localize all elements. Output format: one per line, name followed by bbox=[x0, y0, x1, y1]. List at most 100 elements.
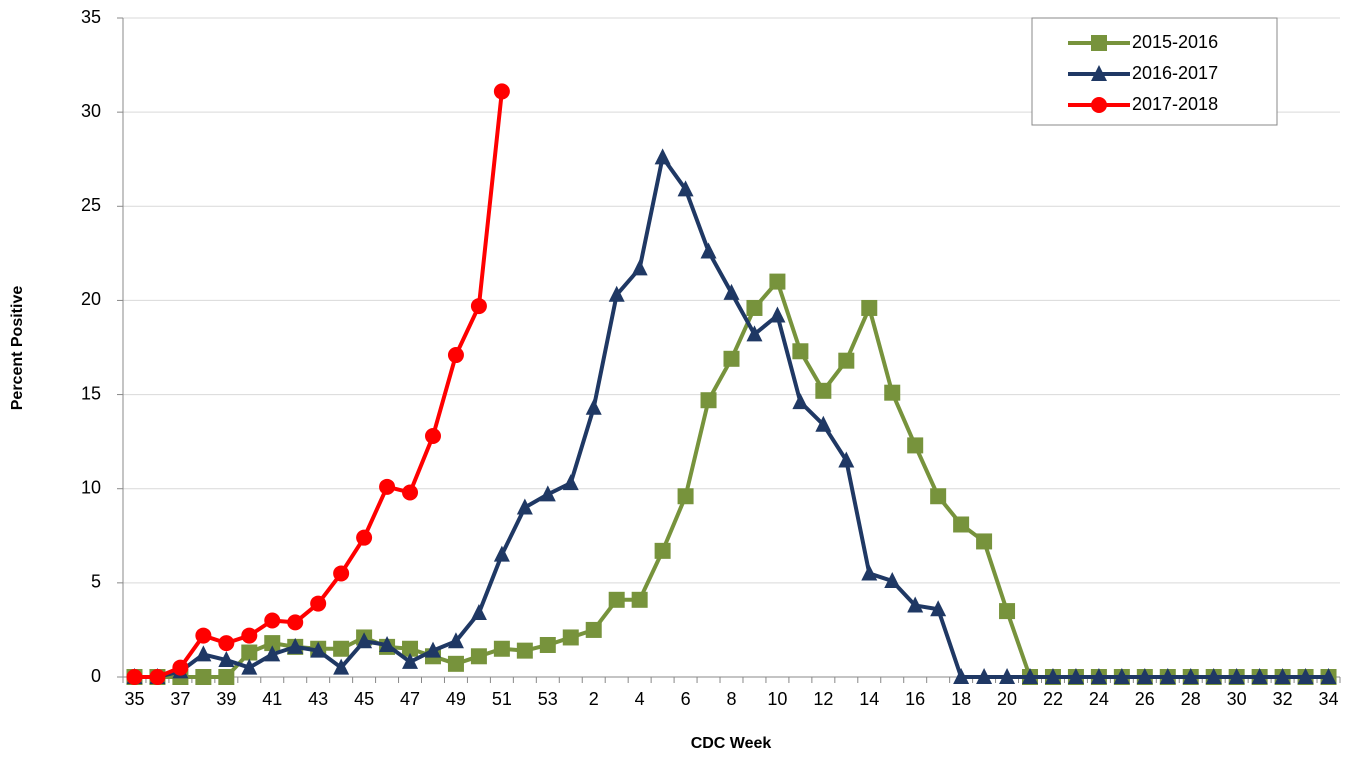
data-point bbox=[470, 298, 487, 315]
data-point bbox=[126, 669, 143, 685]
data-point bbox=[746, 299, 763, 316]
data-point bbox=[1090, 668, 1107, 684]
x-tick-label: 16 bbox=[905, 689, 925, 709]
x-tick-label: 18 bbox=[951, 689, 971, 709]
data-point bbox=[677, 180, 694, 197]
legend-box bbox=[1031, 17, 1278, 126]
data-point bbox=[723, 283, 740, 300]
x-tick-label: 26 bbox=[1135, 689, 1155, 709]
data-point bbox=[447, 632, 464, 649]
data-point bbox=[631, 591, 648, 608]
data-point bbox=[539, 485, 556, 502]
data-point bbox=[287, 637, 304, 654]
x-tick-label: 28 bbox=[1181, 689, 1201, 709]
data-point bbox=[700, 392, 717, 409]
data-point bbox=[838, 352, 855, 369]
data-point bbox=[930, 600, 947, 617]
data-point bbox=[884, 571, 901, 588]
x-tick-label: 2 bbox=[589, 689, 599, 709]
data-point bbox=[172, 659, 189, 676]
data-point bbox=[723, 350, 740, 367]
data-point bbox=[907, 437, 924, 454]
x-tick-label: 22 bbox=[1043, 689, 1063, 709]
legend-marker bbox=[1091, 35, 1107, 51]
data-point bbox=[861, 299, 878, 316]
x-tick-label: 10 bbox=[767, 689, 787, 709]
data-point bbox=[562, 474, 579, 491]
legend-marker bbox=[1091, 65, 1107, 81]
data-point bbox=[999, 668, 1016, 684]
data-point bbox=[516, 642, 533, 659]
data-point bbox=[264, 635, 281, 652]
data-point bbox=[470, 648, 487, 665]
data-point bbox=[608, 591, 625, 608]
data-point bbox=[333, 640, 350, 657]
x-tick-label: 45 bbox=[354, 689, 374, 709]
x-tick-label: 41 bbox=[262, 689, 282, 709]
x-tick-label: 49 bbox=[446, 689, 466, 709]
data-point bbox=[1251, 668, 1268, 684]
data-point bbox=[493, 640, 510, 657]
data-point bbox=[608, 285, 625, 302]
data-point bbox=[1044, 668, 1061, 684]
data-point bbox=[516, 498, 533, 515]
data-point bbox=[792, 343, 809, 360]
x-tick-label: 4 bbox=[635, 689, 645, 709]
series-line bbox=[134, 91, 504, 679]
y-tick-label: 10 bbox=[81, 477, 101, 497]
data-point bbox=[195, 645, 212, 662]
data-point bbox=[218, 635, 235, 652]
data-point bbox=[562, 629, 579, 646]
x-tick-label: 34 bbox=[1319, 689, 1339, 709]
data-point bbox=[218, 651, 235, 668]
data-point bbox=[447, 655, 464, 672]
data-point bbox=[1182, 668, 1199, 684]
y-tick-label: 20 bbox=[81, 289, 101, 309]
data-point bbox=[241, 627, 258, 644]
data-point bbox=[1320, 668, 1337, 684]
x-tick-label: 39 bbox=[216, 689, 236, 709]
legend-label: 2016-2017 bbox=[1132, 63, 1218, 83]
x-tick-label: 24 bbox=[1089, 689, 1109, 709]
data-point bbox=[379, 478, 396, 495]
data-point bbox=[1205, 668, 1222, 684]
data-point bbox=[402, 484, 419, 501]
data-point bbox=[447, 347, 464, 364]
x-tick-label: 43 bbox=[308, 689, 328, 709]
data-point bbox=[953, 668, 970, 684]
data-point bbox=[379, 635, 396, 652]
data-point bbox=[195, 627, 212, 644]
legend-label: 2015-2016 bbox=[1132, 32, 1218, 52]
data-point bbox=[654, 542, 671, 559]
x-tick-label: 51 bbox=[492, 689, 512, 709]
data-point bbox=[1022, 668, 1039, 684]
data-point bbox=[884, 384, 901, 401]
data-point bbox=[1297, 668, 1314, 684]
data-point bbox=[195, 669, 212, 685]
data-point bbox=[264, 612, 281, 629]
y-tick-label: 25 bbox=[81, 195, 101, 215]
data-point bbox=[539, 636, 556, 653]
data-point bbox=[241, 658, 258, 675]
y-tick-label: 15 bbox=[81, 383, 101, 403]
x-tick-label: 35 bbox=[124, 689, 144, 709]
data-point bbox=[769, 273, 786, 290]
y-tick-label: 35 bbox=[81, 7, 101, 27]
data-point bbox=[310, 595, 327, 612]
data-point bbox=[1274, 668, 1291, 684]
x-tick-label: 37 bbox=[170, 689, 190, 709]
data-point bbox=[356, 529, 373, 546]
data-point bbox=[838, 451, 855, 468]
data-point bbox=[815, 382, 832, 399]
data-point bbox=[424, 641, 441, 658]
data-point bbox=[333, 565, 350, 582]
data-point bbox=[585, 398, 602, 415]
data-point bbox=[700, 242, 717, 259]
data-point bbox=[1067, 668, 1084, 684]
data-point bbox=[907, 596, 924, 613]
data-point bbox=[631, 259, 648, 276]
data-point bbox=[333, 658, 350, 675]
data-point bbox=[493, 545, 510, 562]
legend-marker bbox=[1091, 97, 1107, 113]
